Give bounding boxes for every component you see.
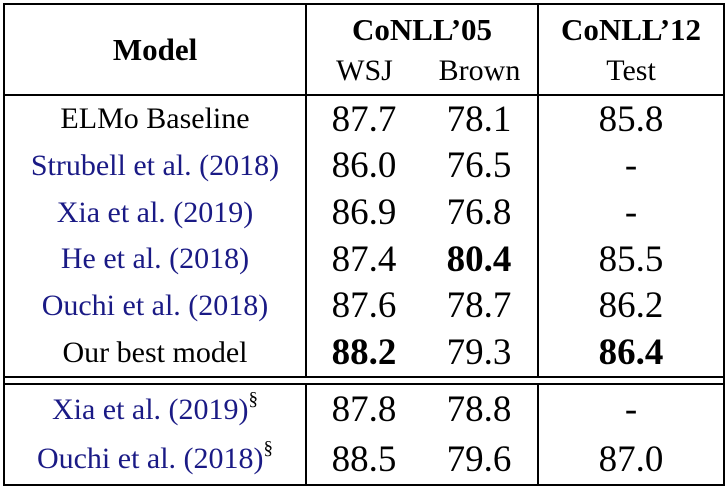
model-cell: ELMo Baseline: [60, 102, 250, 136]
table-row: Xia et al. (2019) § 87.8 78.8 -: [5, 385, 723, 435]
table-row: Ouchi et al. (2018) § 88.5 79.6 87.0: [5, 434, 723, 484]
model-cell: Xia et al. (2019) §: [51, 388, 259, 426]
wsj-score: 87.4: [305, 236, 421, 283]
header-wsj: WSJ: [336, 53, 393, 87]
wsj-score: 86.0: [305, 142, 421, 190]
test-score: -: [537, 189, 723, 236]
citation-link-strubell-2018[interactable]: Strubell et al. (2018): [30, 148, 280, 182]
table-row: He et al. (2018) 87.4 80.4 85.5: [5, 236, 723, 283]
table-row: Strubell et al. (2018) 86.0 76.5 -: [5, 142, 723, 190]
header-test: Test: [606, 53, 656, 87]
wsj-score: 86.9: [305, 189, 421, 236]
brown-score: 79.3: [446, 332, 512, 374]
model-cell: Our best model: [62, 335, 248, 369]
header-conll05-subrow: WSJ Brown: [307, 52, 537, 95]
brown-score: 80.4: [446, 238, 512, 280]
double-rule-divider: [5, 376, 723, 385]
table-row: ELMo Baseline 87.7 78.1 85.8: [5, 96, 723, 143]
citation-link-xia-2019[interactable]: Xia et al. (2019): [56, 195, 254, 229]
results-table: Model CoNLL’05 WSJ Brown CoNLL’12 Test E…: [3, 3, 725, 486]
header-conll12-label: CoNLL’12: [560, 12, 702, 48]
citation-link-xia-2019-ensemble[interactable]: Xia et al. (2019): [51, 392, 249, 426]
test-score: -: [537, 142, 723, 190]
table-row: Xia et al. (2019) 86.9 76.8 -: [5, 189, 723, 236]
wsj-score: 87.8: [305, 385, 421, 435]
citation-link-ouchi-2018-ensemble[interactable]: Ouchi et al. (2018): [36, 442, 264, 476]
table-section-footnoted: Xia et al. (2019) § 87.8 78.8 - Ouchi et …: [5, 385, 723, 484]
test-score: 86.4: [537, 329, 723, 376]
table-section-main: ELMo Baseline 87.7 78.1 85.8 Strubell et…: [5, 96, 723, 376]
brown-score: 76.8: [446, 192, 512, 234]
table-header: Model CoNLL’05 WSJ Brown CoNLL’12 Test: [5, 5, 723, 96]
brown-score: 79.6: [446, 438, 512, 480]
test-score: 85.5: [537, 236, 723, 283]
header-conll12-subrow: Test: [539, 52, 723, 95]
brown-score: 78.8: [446, 389, 512, 431]
test-score: 85.8: [537, 96, 723, 143]
header-model: Model: [112, 31, 198, 67]
citation-link-he-2018[interactable]: He et al. (2018): [60, 242, 250, 276]
wsj-score: 88.5: [305, 434, 421, 484]
brown-score: 78.1: [446, 98, 512, 140]
model-cell: Ouchi et al. (2018) §: [36, 438, 274, 476]
test-score: 86.2: [537, 282, 723, 330]
brown-score: 78.7: [446, 285, 512, 327]
test-score: -: [537, 385, 723, 435]
table-row: Our best model 88.2 79.3 86.4: [5, 329, 723, 376]
table-row: Ouchi et al. (2018) 87.6 78.7 86.2: [5, 282, 723, 330]
header-conll05-label: CoNLL’05: [351, 12, 493, 48]
header-group-conll12: CoNLL’12 Test: [537, 5, 723, 94]
header-brown: Brown: [438, 53, 521, 87]
citation-link-ouchi-2018[interactable]: Ouchi et al. (2018): [41, 288, 269, 322]
wsj-score: 88.2: [305, 329, 421, 376]
brown-score: 76.5: [446, 145, 512, 187]
wsj-score: 87.7: [305, 96, 421, 143]
wsj-score: 87.6: [305, 282, 421, 330]
test-score: 87.0: [537, 434, 723, 484]
header-group-conll05: CoNLL’05 WSJ Brown: [305, 5, 537, 94]
